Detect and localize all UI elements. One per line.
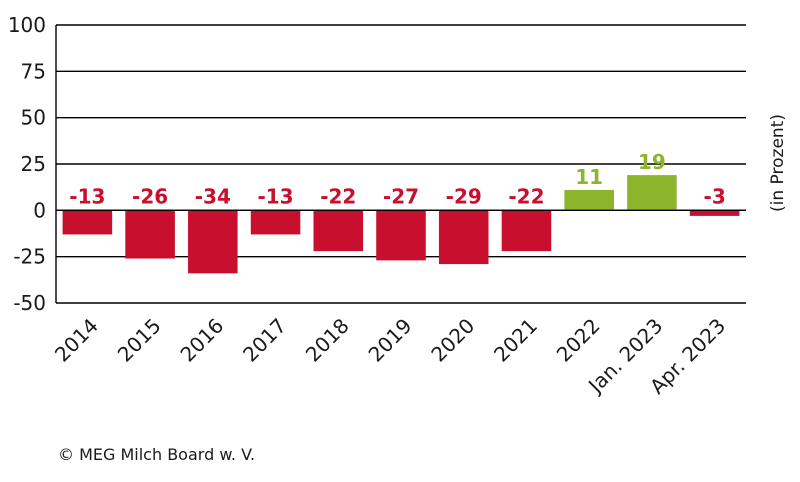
- bar-apr-2023: [689, 210, 740, 216]
- data-label: -22: [508, 184, 544, 208]
- x-tick-label: 2015: [113, 314, 166, 367]
- data-label: 11: [575, 165, 603, 189]
- data-label: -27: [383, 184, 419, 208]
- bar-2020: [438, 210, 489, 265]
- data-label: -3: [704, 184, 726, 208]
- data-label: 19: [638, 150, 666, 174]
- bars: [62, 175, 740, 274]
- y-tick-label: -25: [13, 245, 46, 269]
- y-tick-label: 50: [21, 106, 46, 130]
- y-tick-label: 100: [8, 13, 46, 37]
- y-axis-unit-label: (in Prozent): [768, 114, 788, 212]
- x-tick-label: 2016: [175, 314, 228, 367]
- x-tick-label: 2017: [238, 314, 291, 367]
- bar-jan-2023: [627, 175, 677, 211]
- data-label: -34: [195, 184, 231, 208]
- x-tick-label: 2019: [364, 314, 417, 367]
- y-tick-label: 0: [33, 198, 46, 222]
- bar-2015: [125, 210, 175, 259]
- data-label: -22: [320, 184, 356, 208]
- bar-2019: [376, 210, 426, 261]
- bar-2022: [564, 189, 614, 211]
- x-tick-label: 2014: [50, 314, 103, 367]
- x-tick-label: 2020: [426, 314, 479, 367]
- source-credit: © MEG Milch Board w. V.: [58, 445, 255, 464]
- data-label: -26: [132, 184, 168, 208]
- bar-2016: [188, 210, 238, 274]
- bar-2018: [313, 210, 364, 252]
- y-tick-label: 25: [21, 152, 46, 176]
- bar-2017: [250, 210, 301, 235]
- data-label: -13: [69, 184, 105, 208]
- axes: [55, 25, 746, 303]
- y-tick-label: 75: [21, 59, 46, 83]
- y-tick-label: -50: [13, 291, 46, 315]
- data-label: -29: [446, 184, 482, 208]
- x-tick-label: 2018: [301, 314, 354, 367]
- x-tick-label: 2021: [489, 314, 542, 367]
- bar-2021: [501, 210, 552, 252]
- bar-2014: [62, 210, 113, 235]
- x-tick-label: 2022: [552, 314, 605, 367]
- data-label: -13: [257, 184, 293, 208]
